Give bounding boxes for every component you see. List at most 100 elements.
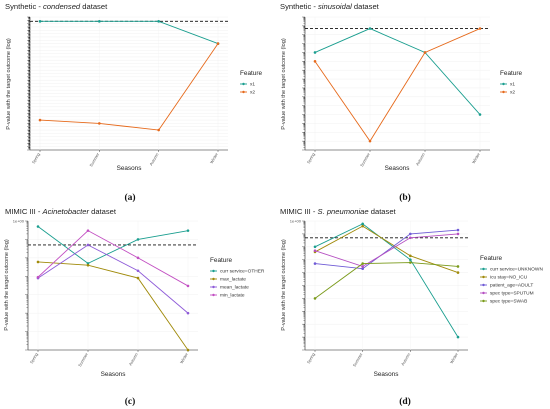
x-axis: Spring Summer Autumn Winter xyxy=(28,221,198,368)
series-line xyxy=(37,226,189,264)
data-point xyxy=(186,229,190,232)
legend-title: Feature xyxy=(210,257,232,264)
series-line xyxy=(314,28,481,142)
legend-entry: min_lactate xyxy=(220,293,245,299)
x-tick-label-winter: Winter xyxy=(209,151,219,164)
legend: Feature curr service=UNKNOWN icu stay=NO_I… xyxy=(480,255,543,305)
y-tick-label: 1e+00 xyxy=(290,218,302,223)
data-point xyxy=(423,51,427,54)
data-point xyxy=(36,225,40,228)
y-axis-label: P-value with the target outcome (log) xyxy=(281,38,287,130)
legend-entry: curr service=OTHER xyxy=(220,269,265,275)
data-point xyxy=(361,267,364,271)
data-point xyxy=(368,27,372,30)
x-axis: Spring Summer Autumn Winter xyxy=(305,221,468,368)
data-point xyxy=(361,262,364,265)
legend-swatch-dot xyxy=(482,291,485,295)
y-axis xyxy=(302,16,490,151)
legend: Feature x1 x2 xyxy=(240,70,262,96)
data-point xyxy=(478,27,482,30)
data-point xyxy=(361,224,364,228)
legend-title: Feature xyxy=(500,70,522,77)
x-tick-label-winter: Winter xyxy=(179,351,189,364)
data-point xyxy=(157,20,160,23)
y-tick-label: 1e+00 xyxy=(13,218,25,223)
panel-caption: (d) xyxy=(399,396,411,407)
chart-title-prefix: MIMIC III - xyxy=(280,207,318,216)
series-line xyxy=(314,28,481,115)
x-tick-label-autumn: Autumn xyxy=(400,352,411,366)
legend-entry: patient_age=ADULT xyxy=(490,283,533,289)
y-axis xyxy=(27,16,228,151)
data-point xyxy=(136,238,140,241)
series-spec-type-swab xyxy=(313,261,460,300)
data-point xyxy=(409,261,412,264)
x-tick-label-spring: Spring xyxy=(306,152,316,165)
data-point xyxy=(409,236,412,240)
series-line xyxy=(314,223,459,338)
data-point xyxy=(456,265,460,268)
legend-entry: icu stay=NO_ICU xyxy=(490,275,528,281)
panel-caption: (c) xyxy=(125,396,136,407)
legend-title: Feature xyxy=(240,70,262,77)
series-curr-service-other xyxy=(36,225,190,265)
legend: Feature x1 x2 xyxy=(500,70,522,96)
chart-title-emph: Acinetobacter xyxy=(42,207,90,216)
legend-entry: x1 xyxy=(250,82,255,88)
data-point xyxy=(456,228,460,232)
data-point xyxy=(313,51,317,54)
y-axis: 1e+00 xyxy=(13,218,198,351)
chart-panel-3: MIMIC III - Acinetobacter dataset1e+00Sp… xyxy=(4,207,265,407)
legend-swatch-dot xyxy=(502,90,505,94)
legend-swatch-dot xyxy=(212,285,215,289)
legend-entry: x2 xyxy=(250,90,255,96)
series-min-lactate xyxy=(36,229,190,288)
series-line xyxy=(37,230,189,287)
data-point xyxy=(456,335,460,339)
data-point xyxy=(36,275,40,279)
x-axis-label: Seasons xyxy=(101,371,126,378)
x-tick-label-summer: Summer xyxy=(88,151,100,167)
data-point xyxy=(456,271,460,274)
y-axis-label: P-value with the target outcome (log) xyxy=(281,239,287,331)
legend-swatch-dot xyxy=(482,267,485,271)
data-point xyxy=(409,258,412,262)
legend-entry: mean_lactate xyxy=(220,285,249,291)
series-line xyxy=(37,244,189,314)
data-point xyxy=(136,276,140,280)
x-tick-label-spring: Spring xyxy=(29,352,39,365)
legend: Feature curr service=OTHER max_lactatemean… xyxy=(210,257,265,299)
legend-entry: curr service=UNKNOWN xyxy=(490,267,543,273)
x-tick-label-summer: Summer xyxy=(77,351,89,367)
x-tick-label-spring: Spring xyxy=(31,152,41,165)
x-tick-label-autumn: Autumn xyxy=(148,152,159,166)
x-tick-label-winter: Winter xyxy=(471,151,481,164)
series-curr-service-unknown xyxy=(313,222,460,339)
x-tick-label-spring: Spring xyxy=(306,352,316,365)
data-point xyxy=(368,139,372,143)
legend-entry: spec type=SPUTUM xyxy=(490,291,534,297)
data-point xyxy=(98,122,101,125)
x-axis-label: Seasons xyxy=(374,371,399,378)
data-point xyxy=(361,222,364,226)
series-patient-age-adult xyxy=(313,228,460,271)
data-point xyxy=(313,60,317,63)
chart-title-suffix: dataset xyxy=(352,2,380,11)
data-point xyxy=(136,269,140,273)
chart-title-suffix: dataset xyxy=(80,2,108,11)
data-point xyxy=(86,263,90,267)
x-axis: Spring Summer Autumn Winter xyxy=(30,17,228,168)
chart-panel-1: Synthetic - condensed dataset Spring Summe… xyxy=(5,2,262,203)
data-point xyxy=(136,256,140,260)
data-point xyxy=(38,118,42,122)
chart-title-prefix: Synthetic - xyxy=(5,2,43,11)
legend-entry: max_lactate xyxy=(220,277,246,283)
data-point xyxy=(313,249,317,252)
legend-swatch-dot xyxy=(482,283,485,287)
data-point xyxy=(313,297,317,300)
chart-title-prefix: Synthetic - xyxy=(280,2,318,11)
x-axis: Spring Summer Autumn Winter xyxy=(305,17,490,168)
data-point xyxy=(409,232,412,236)
data-point xyxy=(98,20,101,23)
